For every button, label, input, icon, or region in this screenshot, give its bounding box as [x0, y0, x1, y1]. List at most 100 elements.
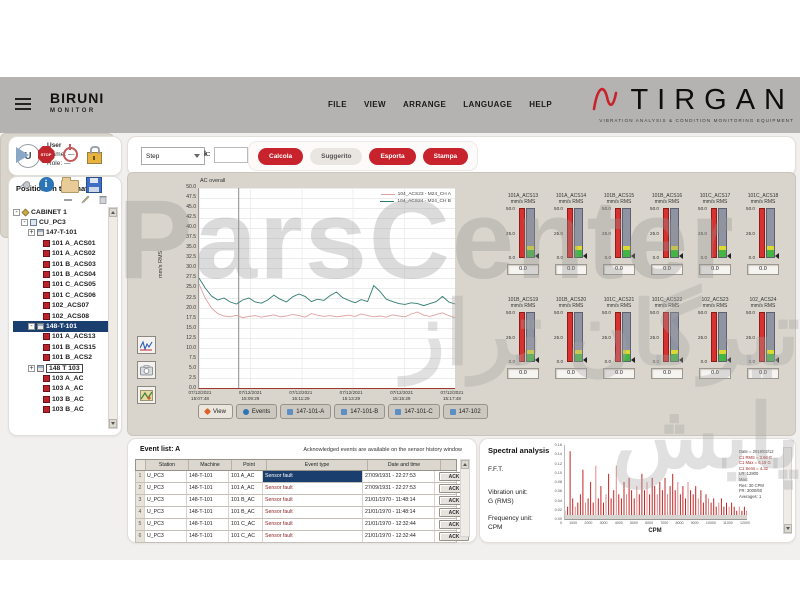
- event-row[interactable]: 1 U_PC3 148-T-101 101 A_AC Sensor fault …: [135, 471, 469, 483]
- expand-toggle[interactable]: [28, 364, 35, 372]
- y-tick: 47.5: [186, 194, 196, 201]
- menu-item[interactable]: LANGUAGE: [463, 100, 513, 109]
- delete-icon[interactable]: [99, 195, 107, 204]
- expand-toggle[interactable]: [21, 219, 28, 227]
- event-table: Station Machine Point Event type Date an…: [135, 459, 469, 543]
- edit-icon[interactable]: [81, 195, 90, 204]
- info-icon[interactable]: i: [38, 177, 54, 192]
- expand-toggle[interactable]: [13, 208, 20, 216]
- tab[interactable]: 147-102: [442, 404, 488, 419]
- event-row[interactable]: 2 U_PC3 148-T-101 101 A_AC Sensor fault …: [135, 483, 469, 495]
- spectrum-x-axis-label: CPM: [648, 528, 662, 534]
- tree-item-label: 101 B_ACS03: [52, 260, 96, 268]
- tree-item[interactable]: 103 A_AC: [13, 384, 109, 394]
- node-icon: [43, 312, 50, 320]
- menu-item[interactable]: FILE: [328, 100, 347, 109]
- tree-item[interactable]: 102_ACS08: [13, 311, 109, 321]
- expand-toggle[interactable]: [28, 229, 35, 237]
- gauge-label: 101C_ACS17: [699, 193, 731, 199]
- tree-item[interactable]: 103 B_AC: [13, 404, 109, 414]
- tree-item[interactable]: 148 T 103: [13, 363, 109, 373]
- tab[interactable]: 147-101-C: [388, 404, 440, 419]
- toolbar-button[interactable]: Calcola: [258, 147, 304, 165]
- tree-item[interactable]: 101 C_ACS05: [13, 280, 109, 290]
- collapse-icon[interactable]: [64, 198, 72, 201]
- spectrum-chart[interactable]: [564, 445, 747, 520]
- play-icon[interactable]: [15, 146, 29, 163]
- menu-item[interactable]: HELP: [529, 100, 553, 109]
- stop-icon[interactable]: STOP: [37, 146, 55, 163]
- tree-item[interactable]: 148-T-101: [13, 321, 109, 332]
- x-tick: 10000: [705, 521, 716, 525]
- spectral-scrollbar[interactable]: [783, 447, 792, 534]
- spectrum-y-ticks: 0.16 0.14 0.12 0.10 0.08 0.06 0.04 0.02 0.00: [546, 443, 562, 521]
- node-icon: [30, 219, 37, 227]
- power-icon[interactable]: [62, 147, 78, 162]
- waveform-tool-icon[interactable]: [137, 336, 156, 354]
- cell-datetime: 21/01/1970 - 12:32:44: [363, 519, 435, 530]
- tree-item[interactable]: 103 B_AC: [13, 394, 109, 404]
- tree-item[interactable]: 147-T-101: [13, 228, 109, 238]
- lock-icon[interactable]: [86, 145, 102, 164]
- tab[interactable]: Events: [235, 404, 278, 419]
- toolbar-button[interactable]: Suggerito: [310, 147, 363, 165]
- gauge-value: 0.0: [603, 264, 635, 275]
- tree-item[interactable]: CABINET 1: [13, 207, 109, 217]
- tab[interactable]: 147-101-A: [280, 404, 332, 419]
- folder-icon[interactable]: [61, 176, 79, 193]
- scroll-up-icon[interactable]: [109, 208, 117, 217]
- event-table-scrollbar[interactable]: [460, 459, 470, 537]
- y-axis-label: mm/s RMS: [158, 250, 164, 278]
- map-tool-icon[interactable]: [137, 386, 156, 404]
- vibration-unit-value: G (RMS): [488, 498, 514, 505]
- wrench-icon[interactable]: [15, 177, 30, 192]
- tree-item[interactable]: CU_PC3: [13, 217, 109, 227]
- menu-item[interactable]: VIEW: [363, 100, 386, 109]
- tree-item[interactable]: 101 C_ACS06: [13, 290, 109, 300]
- k-input[interactable]: [214, 147, 248, 163]
- event-row[interactable]: 4 U_PC3 148-T-101 101 B_AC Sensor fault …: [135, 507, 469, 519]
- tree-item[interactable]: 102_ACS07: [13, 301, 109, 311]
- tree-item[interactable]: 101 B_ACS04: [13, 269, 109, 279]
- x-tick: 07/12/2021 15:09:29: [238, 390, 262, 401]
- gauge-value: 0.0: [699, 368, 731, 379]
- tab[interactable]: 147-101-B: [334, 404, 386, 419]
- tree-item-label: 101 C_ACS05: [52, 281, 96, 289]
- x-tick: 3000: [599, 521, 608, 525]
- expand-toggle[interactable]: [28, 322, 35, 330]
- gauge-pointer-icon: [727, 357, 731, 363]
- tab[interactable]: View: [198, 404, 233, 419]
- tab-icon: [449, 408, 456, 415]
- node-icon: [43, 374, 50, 382]
- hamburger-menu-icon[interactable]: [15, 95, 31, 113]
- gauge-scale: 50.0 25.0 0.0: [554, 206, 563, 260]
- tree-item[interactable]: 101 A_ACS13: [13, 332, 109, 342]
- tree-item[interactable]: 101 A_ACS01: [13, 238, 109, 248]
- event-row[interactable]: 6 U_PC3 148-T-101 101 C_AC Sensor fault …: [135, 531, 469, 543]
- toolbar-button[interactable]: Esporta: [369, 147, 416, 165]
- tree-item[interactable]: 101 B_ACS2: [13, 352, 109, 362]
- tree-item-label: 101 B_ACS15: [52, 343, 96, 351]
- tree-item[interactable]: 101 B_ACS03: [13, 259, 109, 269]
- scroll-down-icon[interactable]: [109, 419, 117, 428]
- tree-item[interactable]: 103 A_AC: [13, 373, 109, 383]
- scroll-down-icon[interactable]: [784, 524, 792, 533]
- event-row[interactable]: 3 U_PC3 148-T-101 101 B_AC Sensor fault …: [135, 495, 469, 507]
- tree-scrollbar[interactable]: [108, 207, 118, 429]
- tree-item[interactable]: 101 A_ACS02: [13, 249, 109, 259]
- toolbar-button[interactable]: Stampa: [422, 147, 469, 165]
- y-tick: 12.5: [186, 334, 196, 341]
- save-icon[interactable]: [86, 176, 102, 193]
- cell-event-type: Sensor fault: [263, 531, 363, 542]
- legend-swatch: [380, 193, 395, 196]
- x-axis-ticks: 07/12/2021 15:07:48 07/12/2021 15:09:29 07…: [183, 390, 469, 401]
- event-row[interactable]: 5 U_PC3 148-T-101 101 C_AC Sensor fault …: [135, 519, 469, 531]
- step-select[interactable]: Step: [141, 147, 205, 165]
- trend-chart[interactable]: 104_ACS23 - M24_CH A 104_ACS24 - M24_CH …: [198, 188, 455, 389]
- snapshot-tool-icon[interactable]: [137, 361, 156, 379]
- scroll-up-icon[interactable]: [461, 460, 469, 469]
- x-tick: 07/12/2021 15:17:48: [440, 390, 464, 401]
- level-bar: [766, 312, 779, 363]
- tree-item[interactable]: 101 B_ACS15: [13, 342, 109, 352]
- menu-item[interactable]: ARRANGE: [402, 100, 447, 109]
